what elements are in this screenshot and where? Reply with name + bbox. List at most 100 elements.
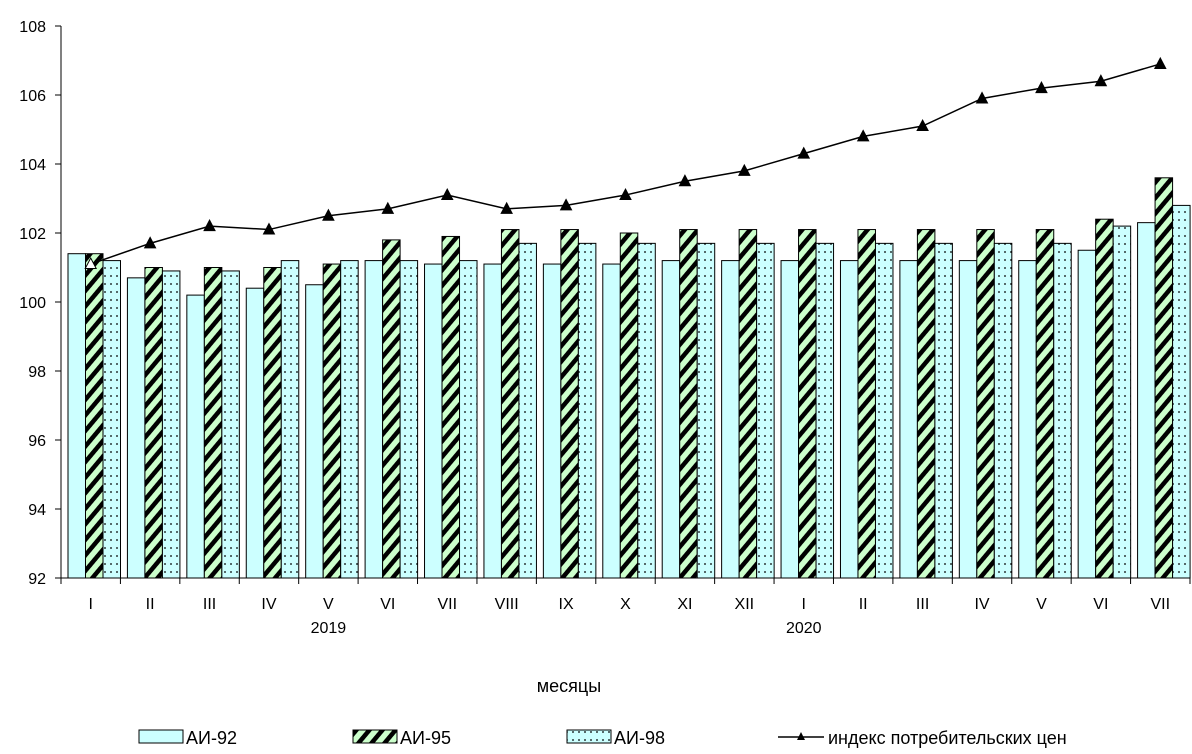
price-index-point (500, 201, 513, 214)
bar-АИ-98 (280, 260, 300, 579)
x-axis: I II III IV V VI VII VIII IX X XI XII I II III IV V VI VII… (60, 577, 1191, 637)
legend-label: индекс потребительских цен (828, 728, 1067, 748)
price-index-point (203, 219, 216, 232)
y-tick-label: 96 (28, 433, 46, 450)
year-label: 2019 (311, 620, 347, 637)
bar-АИ-98 (1172, 204, 1191, 579)
bar-АИ-92 (126, 277, 146, 579)
bar-АИ-95 (1154, 177, 1174, 579)
bar-АИ-92 (424, 263, 443, 579)
bar-АИ-92 (305, 284, 324, 579)
legend-label: АИ-92 (186, 728, 237, 748)
bar-АИ-95 (738, 229, 758, 579)
bar-АИ-98 (459, 260, 478, 579)
legend-marker (797, 732, 805, 740)
x-tick-label: VII (1151, 596, 1171, 613)
bar-АИ-92 (1077, 249, 1097, 579)
bar-АИ-92 (542, 263, 562, 579)
x-tick-label: IV (974, 596, 989, 613)
bar-АИ-98 (696, 242, 716, 579)
bar-АИ-92 (483, 263, 502, 579)
y-tick-label: 108 (19, 19, 46, 36)
bar-АИ-95 (679, 229, 698, 579)
price-index-point (619, 187, 632, 201)
x-tick-label: VII (437, 596, 457, 613)
bar-АИ-95 (560, 229, 579, 579)
bar-АИ-92 (899, 260, 918, 579)
legend-swatch (138, 729, 184, 744)
price-index-point (381, 201, 395, 214)
price-index-point (143, 236, 157, 249)
price-index-point (916, 118, 929, 132)
bar-АИ-95 (916, 229, 936, 579)
bar-АИ-92 (721, 260, 740, 579)
bar-АИ-95 (144, 267, 163, 579)
bar-АИ-95 (85, 253, 104, 579)
bar-АИ-92 (958, 260, 978, 579)
price-index-point (262, 222, 276, 235)
bar-АИ-95 (976, 229, 995, 579)
bars (67, 177, 1191, 579)
legend-swatch (352, 729, 398, 744)
price-index-point (1153, 56, 1167, 69)
bar-АИ-95 (322, 263, 342, 579)
bar-АИ-98 (1053, 242, 1072, 579)
price-index-point (975, 91, 989, 104)
bar-АИ-95 (857, 229, 876, 579)
x-tick-label: XI (677, 596, 692, 613)
bar-АИ-92 (602, 263, 621, 579)
price-index-point (322, 208, 335, 221)
price-index-line (84, 56, 1167, 270)
legend-item: АИ-95 (352, 728, 451, 748)
x-axis-title: месяцы (537, 676, 601, 696)
x-tick-label: VI (380, 596, 395, 613)
x-tick-label: VIII (495, 596, 519, 613)
bar-АИ-98 (934, 242, 953, 579)
price-index-point (559, 198, 573, 211)
bar-АИ-98 (756, 242, 775, 579)
bar-АИ-98 (577, 242, 597, 579)
bar-АИ-98 (518, 242, 537, 579)
bar-АИ-92 (245, 287, 265, 579)
price-index-point (1094, 74, 1108, 87)
bar-АИ-98 (1112, 225, 1132, 579)
bar-АИ-98 (637, 242, 656, 579)
price-index-point (678, 174, 692, 187)
bar-АИ-95 (203, 267, 223, 579)
bar-АИ-92 (186, 294, 205, 579)
legend-item: АИ-92 (138, 728, 237, 748)
bar-АИ-98 (399, 260, 419, 579)
y-axis: 92 94 96 98 100 102 104 106 108 (19, 19, 62, 588)
price-index-point (738, 163, 751, 176)
x-tick-label: I (88, 596, 92, 613)
legend-item: индекс потребительских цен (778, 728, 1067, 748)
y-tick-label: 100 (19, 295, 46, 312)
x-tick-label: II (146, 596, 155, 613)
y-tick-label: 102 (19, 226, 46, 243)
x-tick-label: VI (1093, 596, 1108, 613)
bar-АИ-95 (500, 229, 520, 579)
bar-АИ-92 (364, 260, 384, 579)
bar-АИ-95 (382, 239, 401, 579)
bar-АИ-92 (839, 260, 859, 579)
y-tick-label: 94 (28, 502, 46, 519)
y-tick-label: 104 (19, 157, 46, 174)
bar-АИ-98 (102, 260, 121, 579)
bar-АИ-98 (221, 270, 240, 579)
price-index-point (84, 256, 98, 270)
x-tick-label: I (802, 596, 806, 613)
x-tick-label: III (203, 596, 216, 613)
bar-АИ-95 (619, 232, 639, 579)
price-index-point (1035, 81, 1048, 94)
bar-АИ-95 (1095, 218, 1114, 579)
x-tick-label: IX (559, 596, 574, 613)
bar-АИ-95 (263, 267, 282, 579)
x-tick-label: XII (735, 596, 755, 613)
bar-АИ-95 (441, 235, 461, 579)
bar-АИ-95 (1035, 229, 1055, 579)
y-tick-label: 98 (28, 364, 46, 381)
legend-label: АИ-95 (400, 728, 451, 748)
bar-АИ-92 (780, 260, 800, 579)
bar-АИ-98 (993, 242, 1013, 579)
